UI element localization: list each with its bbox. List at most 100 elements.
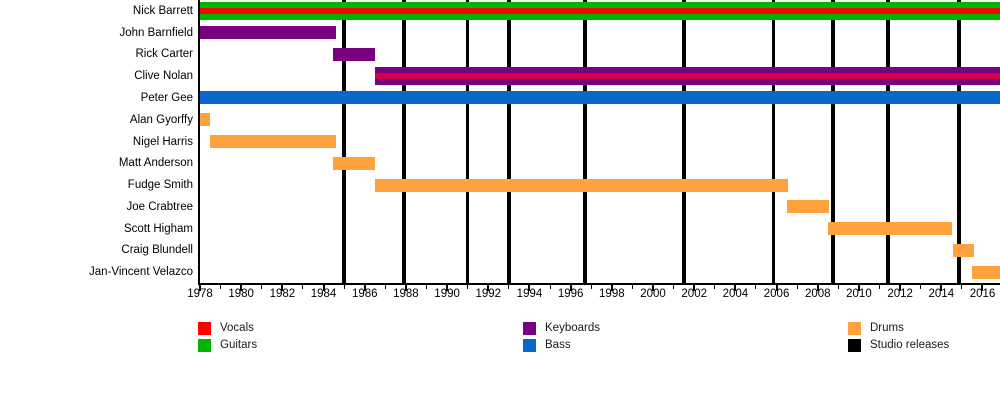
member-bar	[786, 200, 830, 214]
legend-swatch-studio-releases	[848, 339, 861, 352]
legend-item: Guitars	[198, 339, 358, 352]
y-axis-member-labels: Nick Barrett John Barnfield Rick Carter Cli…	[0, 0, 193, 285]
x-minor-tick	[755, 285, 757, 289]
x-minor-tick	[467, 285, 469, 289]
member-row-label: Fudge Smith	[127, 179, 193, 192]
x-tick-label: 1984	[310, 288, 337, 300]
x-tick-label: 2016	[969, 288, 996, 300]
x-minor-tick	[426, 285, 427, 289]
x-major-tick	[199, 285, 201, 291]
x-major-tick	[281, 285, 284, 291]
legend: Vocals Guitars Keyboards Bass Drums Studio re…	[0, 315, 1000, 365]
x-minor-tick	[549, 285, 551, 289]
x-tick-label: 2008	[804, 288, 831, 300]
studio-release-line	[771, 0, 776, 283]
x-major-tick	[404, 285, 407, 291]
x-minor-tick	[673, 285, 675, 289]
member-row-label: Nigel Harris	[132, 135, 193, 148]
x-axis-tick-labels: 1978 1980 1982 1984 1986 1988 1990 1992 1994 1996…	[187, 288, 1000, 304]
member-bar	[210, 135, 336, 148]
studio-release-line	[957, 0, 961, 283]
x-minor-tick	[590, 285, 592, 289]
member-row-label: Craig Blundell	[121, 244, 193, 257]
x-major-tick	[857, 285, 860, 291]
x-major-tick	[899, 285, 902, 291]
x-minor-tick	[920, 285, 922, 289]
legend-item: Vocals	[198, 322, 358, 335]
member-bar	[200, 26, 336, 40]
x-minor-tick	[343, 285, 345, 289]
studio-release-line	[682, 0, 686, 283]
x-tick-label: 2014	[928, 288, 955, 300]
x-tick-label: 1978	[187, 288, 213, 300]
x-major-tick	[940, 285, 943, 291]
x-tick-label: 2012	[887, 288, 913, 300]
member-bar	[828, 222, 952, 236]
x-major-tick	[446, 285, 449, 291]
x-major-tick	[816, 285, 819, 291]
legend-swatch-guitars	[198, 339, 211, 352]
member-bar	[200, 113, 211, 127]
x-minor-tick	[796, 285, 798, 289]
legend-item: Drums	[848, 322, 1000, 335]
x-minor-tick	[879, 285, 881, 289]
member-bar	[200, 1, 1000, 20]
x-minor-tick	[384, 285, 386, 289]
studio-release-line	[583, 0, 587, 283]
x-minor-tick	[631, 285, 633, 289]
legend-item: Keyboards	[523, 322, 683, 335]
x-major-tick	[487, 285, 490, 291]
x-major-tick	[652, 285, 655, 291]
member-bar	[332, 156, 376, 170]
x-major-tick	[734, 285, 737, 291]
member-row-label: Matt Anderson	[118, 157, 193, 170]
x-tick-label: 1990	[434, 288, 460, 300]
legend-label: Vocals	[220, 322, 254, 334]
legend-label: Drums	[870, 322, 904, 334]
x-tick-label: 2002	[681, 288, 707, 300]
studio-release-line	[831, 0, 835, 283]
x-major-tick	[775, 285, 778, 291]
studio-release-line	[402, 0, 406, 283]
member-bar	[332, 47, 376, 61]
x-tick-label: 1986	[351, 288, 378, 300]
x-major-tick	[322, 285, 325, 291]
legend-label: Studio releases	[870, 339, 950, 351]
x-tick-label: 1992	[475, 288, 502, 300]
studio-release-line	[507, 0, 511, 283]
x-tick-label: 1982	[269, 288, 296, 300]
member-bar	[952, 243, 975, 257]
legend-label: Guitars	[220, 339, 258, 351]
legend-swatch-drums	[848, 322, 861, 335]
member-bar	[972, 265, 1000, 279]
member-row-label: John Barnfield	[119, 26, 193, 39]
x-major-tick	[240, 285, 243, 291]
member-row-label: Scott Higham	[123, 222, 193, 235]
studio-release-line	[886, 0, 890, 283]
x-tick-label: 2000	[640, 288, 666, 300]
member-bar	[200, 91, 1000, 105]
x-tick-label: 1980	[228, 288, 254, 300]
member-row-label: Peter Gee	[140, 91, 193, 104]
x-minor-tick	[714, 285, 716, 289]
member-row-label: Jan-Vincent Velazco	[89, 266, 193, 279]
x-tick-label: 2006	[763, 288, 790, 300]
legend-label: Bass	[545, 339, 571, 351]
plot-area	[198, 0, 1000, 285]
member-row-label: Nick Barrett	[132, 4, 193, 17]
member-row-label: Joe Crabtree	[126, 200, 193, 213]
studio-release-line	[465, 0, 470, 283]
x-axis-ticks	[199, 285, 1000, 293]
x-major-tick	[569, 285, 572, 291]
x-tick-label: 2010	[846, 288, 872, 300]
member-bar	[375, 67, 1000, 86]
legend-swatch-bass	[523, 339, 536, 352]
studio-release-line	[342, 0, 346, 283]
x-tick-label: 2004	[722, 288, 749, 300]
member-row-label: Clive Nolan	[134, 70, 193, 83]
legend-swatch-vocals	[198, 322, 211, 335]
member-bar	[375, 178, 788, 192]
x-minor-tick	[837, 285, 839, 289]
x-minor-tick	[508, 285, 510, 289]
